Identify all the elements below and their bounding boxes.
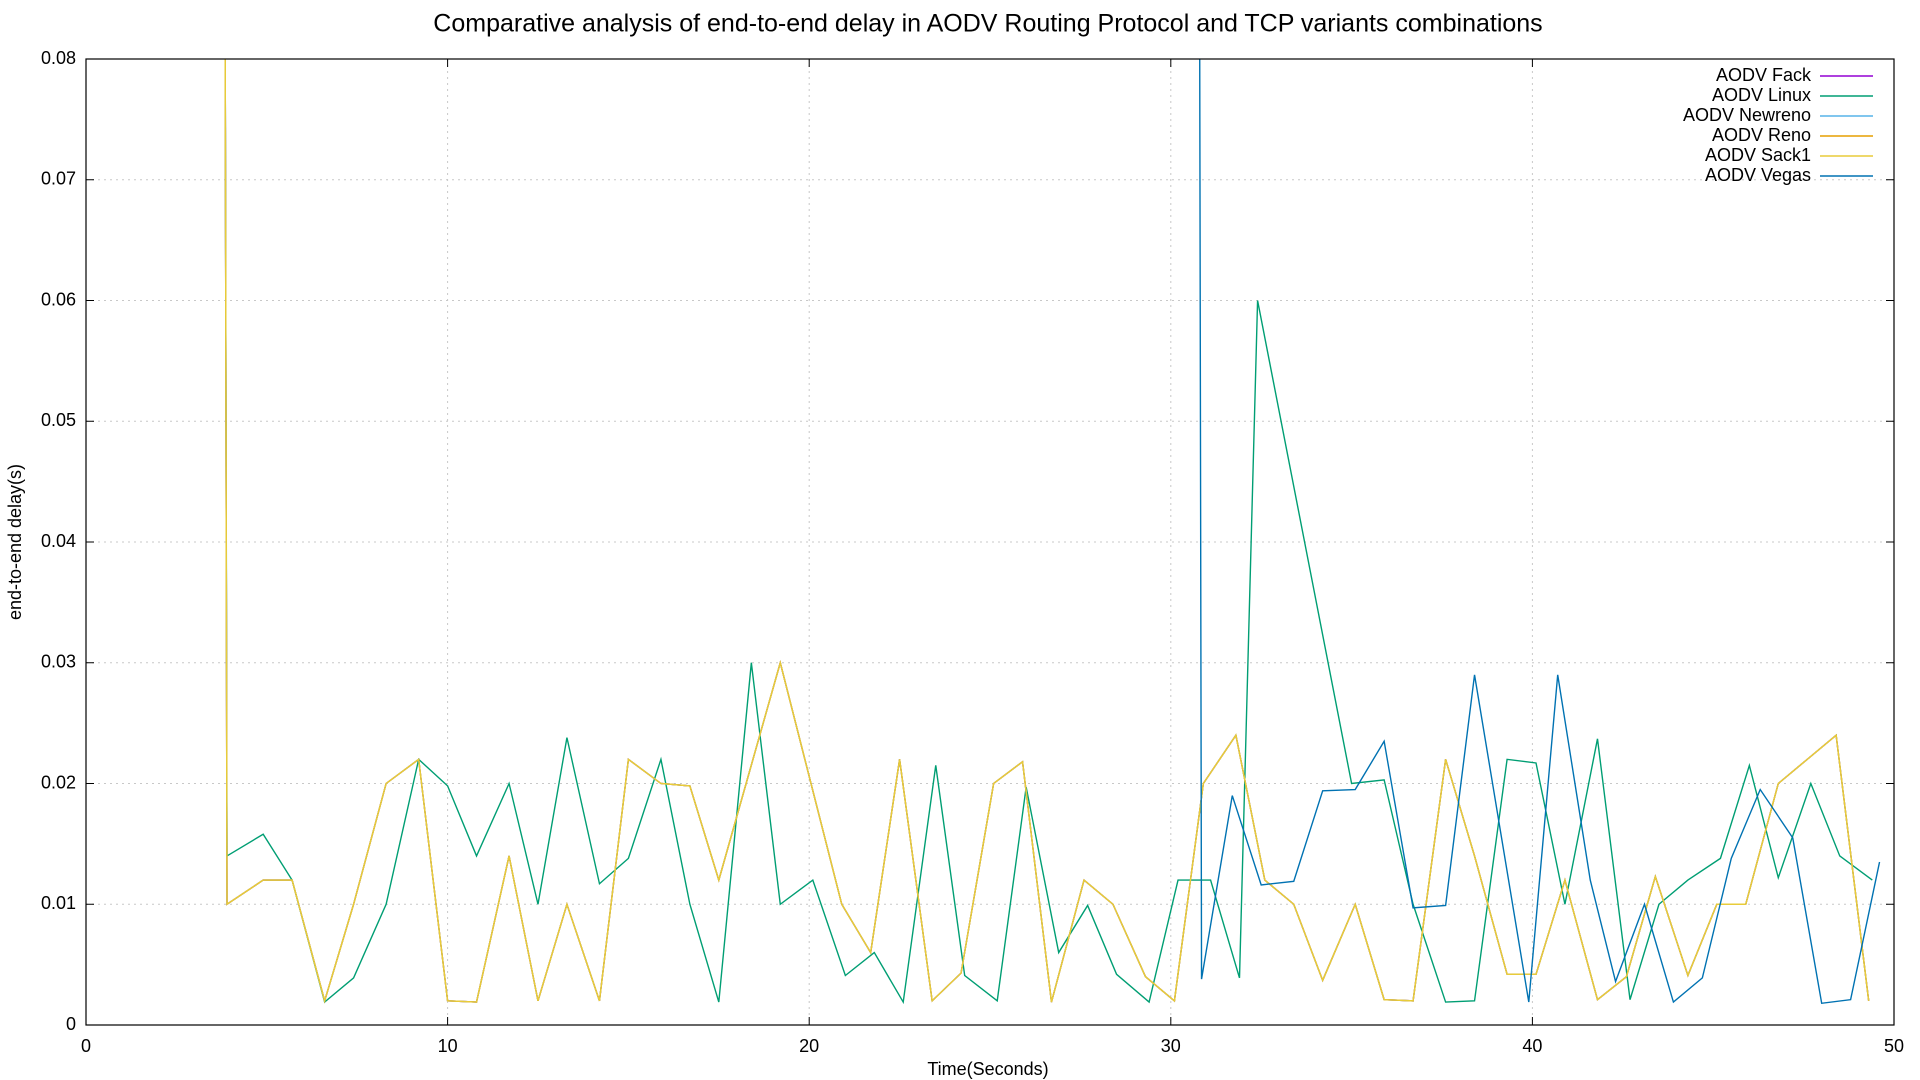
series-line <box>224 59 1873 1005</box>
legend-label: AODV Sack1 <box>1705 145 1811 165</box>
y-tick-label: 0.05 <box>41 410 76 430</box>
y-tick-label: 0.04 <box>41 531 76 551</box>
series-line <box>224 59 1870 1004</box>
series-line <box>224 59 1870 1004</box>
y-tick-label: 0.07 <box>41 169 76 189</box>
legend-label: AODV Newreno <box>1683 105 1811 125</box>
plot-area <box>224 59 1881 1005</box>
x-tick-label: 40 <box>1522 1036 1542 1056</box>
series-line <box>224 59 1870 1004</box>
legend-label: AODV Linux <box>1712 85 1811 105</box>
plot-frame <box>85 58 1895 1026</box>
legend-label: AODV Vegas <box>1705 165 1811 185</box>
series-line <box>224 59 1870 1004</box>
x-tick-label: 30 <box>1161 1036 1181 1056</box>
x-tick-label: 10 <box>438 1036 458 1056</box>
x-tick-label: 20 <box>799 1036 819 1056</box>
y-tick-label: 0 <box>66 1014 76 1034</box>
y-tick-label: 0.02 <box>41 772 76 792</box>
chart-title: Comparative analysis of end-to-end delay… <box>433 10 1542 38</box>
legend-label: AODV Fack <box>1716 65 1812 85</box>
legend-label: AODV Reno <box>1712 125 1811 145</box>
y-tick-label: 0.06 <box>41 289 76 309</box>
y-tick-label: 0.01 <box>41 893 76 913</box>
series-line <box>1199 59 1881 1005</box>
x-tick-label: 50 <box>1884 1036 1904 1056</box>
y-tick-label: 0.03 <box>41 652 76 672</box>
y-tick-label: 0.08 <box>41 48 76 68</box>
x-axis-label: Time(Seconds) <box>927 1059 1048 1079</box>
x-tick-label: 0 <box>81 1036 91 1056</box>
y-axis-label: end-to-end delay(s) <box>5 464 25 620</box>
